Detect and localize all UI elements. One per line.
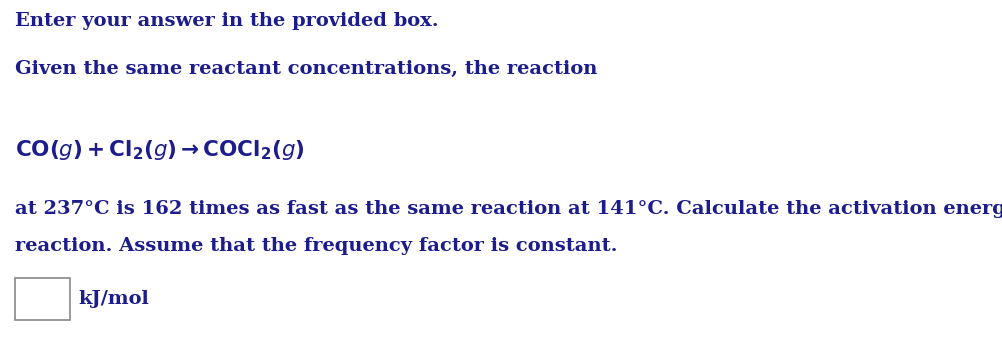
Bar [15, 278, 70, 320]
Text: kJ/mol: kJ/mol [78, 290, 149, 308]
Text: Enter your answer in the provided box.: Enter your answer in the provided box. [15, 12, 439, 30]
Text: reaction. Assume that the frequency factor is constant.: reaction. Assume that the frequency fact… [15, 237, 617, 255]
Text: at 237°C is 162 times as fast as the same reaction at 141°C. Calculate the activ: at 237°C is 162 times as fast as the sam… [15, 200, 1002, 218]
Text: $\mathbf{CO(}$$\mathbf{\mathit{g}}$$\mathbf{) + Cl_2(}$$\mathbf{\mathit{g}}$$\ma: $\mathbf{CO(}$$\mathbf{\mathit{g}}$$\mat… [15, 138, 305, 162]
Text: Given the same reactant concentrations, the reaction: Given the same reactant concentrations, … [15, 60, 597, 78]
